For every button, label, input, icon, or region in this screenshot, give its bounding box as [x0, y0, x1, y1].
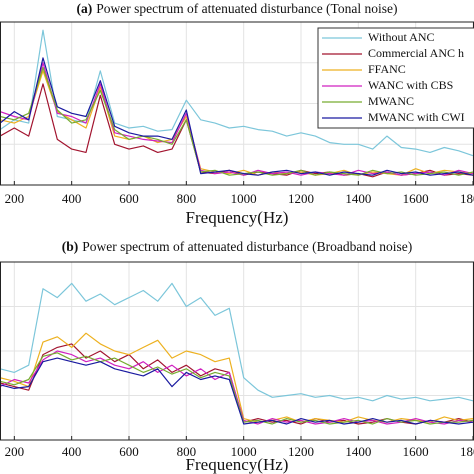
x-tick-label: 1400 [345, 191, 371, 206]
series-line [0, 57, 474, 176]
x-tick-label: 1400 [345, 444, 371, 459]
series-line [0, 357, 474, 425]
x-tick-label: 1600 [403, 191, 429, 206]
series-line [0, 282, 474, 402]
x-tick-label: 1200 [288, 444, 314, 459]
panel-title: (b) Power spectrum of attenuated disturba… [62, 239, 412, 254]
panel-label: (b) [62, 239, 79, 254]
x-axis-label: Frequency(Hz) [186, 455, 289, 474]
series-line [0, 62, 474, 176]
series-line [0, 332, 474, 423]
x-tick-label: 1800 [460, 191, 474, 206]
title-text: Power spectrum of attenuated disturbance… [82, 239, 412, 254]
x-tick-label: 200 [5, 191, 25, 206]
legend-label: MWANC [368, 94, 414, 108]
legend-label: Commercial ANC h [368, 46, 464, 60]
panel: (b) Power spectrum of attenuated disturba… [0, 239, 474, 474]
series-line [0, 343, 474, 425]
x-tick-label: 1600 [403, 444, 429, 459]
legend-label: WANC with CBS [368, 78, 453, 92]
x-tick-label: 800 [177, 444, 197, 459]
x-tick-label: 400 [62, 191, 82, 206]
series-line [0, 352, 474, 425]
x-tick-label: 600 [119, 191, 139, 206]
panel: (a) Power spectrum of attenuated disturba… [0, 1, 474, 227]
legend-box [317, 27, 474, 129]
legend-label: MWANC with CWI [368, 110, 465, 124]
x-tick-label: 600 [119, 444, 139, 459]
x-tick-label: 1200 [288, 191, 314, 206]
x-tick-label: 400 [62, 444, 82, 459]
x-tick-label: 1800 [460, 444, 474, 459]
x-axis-label: Frequency(Hz) [186, 208, 289, 227]
x-tick-label: 1000 [231, 444, 257, 459]
legend-label: FFANC [368, 62, 406, 76]
x-tick-label: 1000 [231, 191, 257, 206]
series-line [0, 67, 474, 176]
x-tick-label: 800 [177, 191, 197, 206]
title-text: Power spectrum of attenuated disturbance… [96, 1, 397, 16]
panel-title: (a) Power spectrum of attenuated disturba… [77, 1, 398, 16]
x-tick-label: 200 [5, 444, 25, 459]
panel-label: (a) [77, 1, 93, 16]
legend-label: Without ANC [368, 30, 435, 44]
